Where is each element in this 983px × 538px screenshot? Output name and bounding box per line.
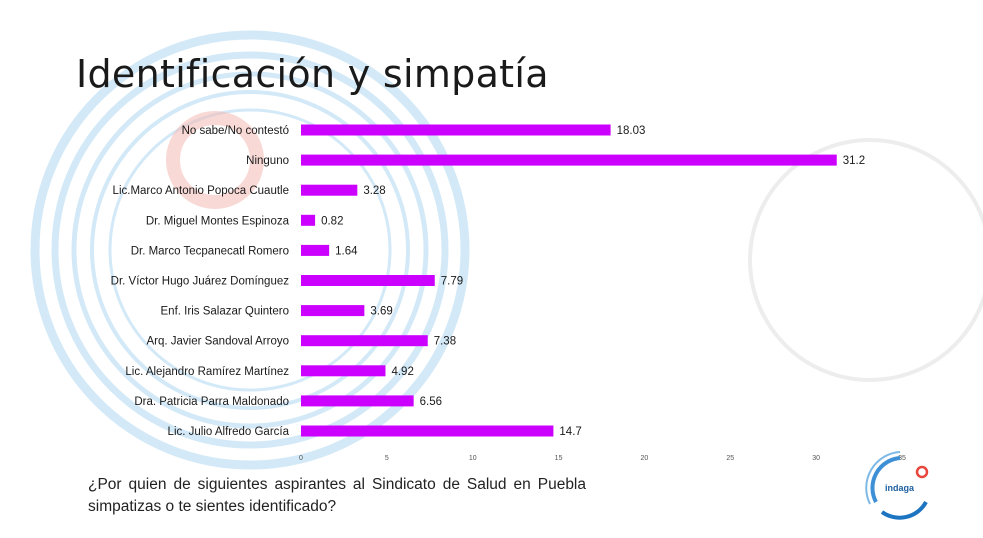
- category-label: No sabe/No contestó: [182, 125, 289, 137]
- category-label: Lic.Marco Antonio Popoca Cuautle: [113, 185, 289, 197]
- category-label: Dr. Marco Tecpanecatl Romero: [131, 245, 289, 257]
- bar: [301, 335, 428, 347]
- bar: [301, 365, 386, 377]
- category-label: Lic. Alejandro Ramírez Martínez: [125, 366, 289, 378]
- x-tick-label: 30: [812, 455, 820, 462]
- x-tick-label: 0: [299, 455, 303, 462]
- value-label: 7.38: [434, 336, 456, 348]
- blue-arc-decoration: [30, 30, 470, 470]
- category-label: Dr. Víctor Hugo Juárez Domínguez: [111, 276, 290, 288]
- red-circle-decoration: [166, 111, 264, 209]
- indaga-logo-icon: [865, 451, 929, 520]
- x-tick-label: 20: [641, 455, 649, 462]
- bar: [301, 184, 358, 196]
- category-label: Lic. Julio Alfredo García: [168, 426, 290, 438]
- bar: [301, 395, 414, 407]
- value-label: 0.82: [321, 215, 343, 227]
- value-label: 18.03: [617, 125, 646, 137]
- bar: [301, 275, 435, 286]
- x-tick-label: 5: [385, 455, 389, 462]
- value-label: 1.64: [335, 245, 358, 257]
- bar: [301, 154, 837, 166]
- x-tick-label: 15: [555, 455, 563, 462]
- bar: [301, 124, 611, 136]
- value-label: 6.56: [420, 396, 442, 408]
- grey-circle-decoration: [748, 138, 983, 382]
- bar: [301, 305, 365, 317]
- slide-title: Identificación y simpatía: [76, 52, 549, 96]
- category-label: Ninguno: [246, 155, 289, 167]
- bar: [301, 425, 554, 437]
- category-label: Dr. Miguel Montes Espinoza: [146, 215, 290, 227]
- value-label: 3.28: [363, 185, 385, 197]
- category-label: Arq. Javier Sandoval Arroyo: [146, 336, 289, 348]
- x-tick-label: 25: [726, 455, 734, 462]
- value-label: 3.69: [370, 306, 392, 318]
- survey-question: ¿Por quien de siguientes aspirantes al S…: [88, 476, 586, 515]
- category-label: Dra. Patricia Parra Maldonado: [134, 396, 289, 408]
- logo-text: indaga: [885, 483, 915, 493]
- x-tick-label: 10: [469, 455, 477, 462]
- value-label: 7.79: [441, 276, 463, 288]
- bar: [301, 214, 316, 226]
- bar: [301, 244, 330, 256]
- value-label: 31.2: [843, 155, 865, 167]
- value-label: 4.92: [391, 366, 413, 378]
- x-tick-label: 35: [898, 455, 906, 462]
- category-label: Enf. Iris Salazar Quintero: [161, 306, 289, 318]
- value-label: 14.7: [559, 426, 581, 438]
